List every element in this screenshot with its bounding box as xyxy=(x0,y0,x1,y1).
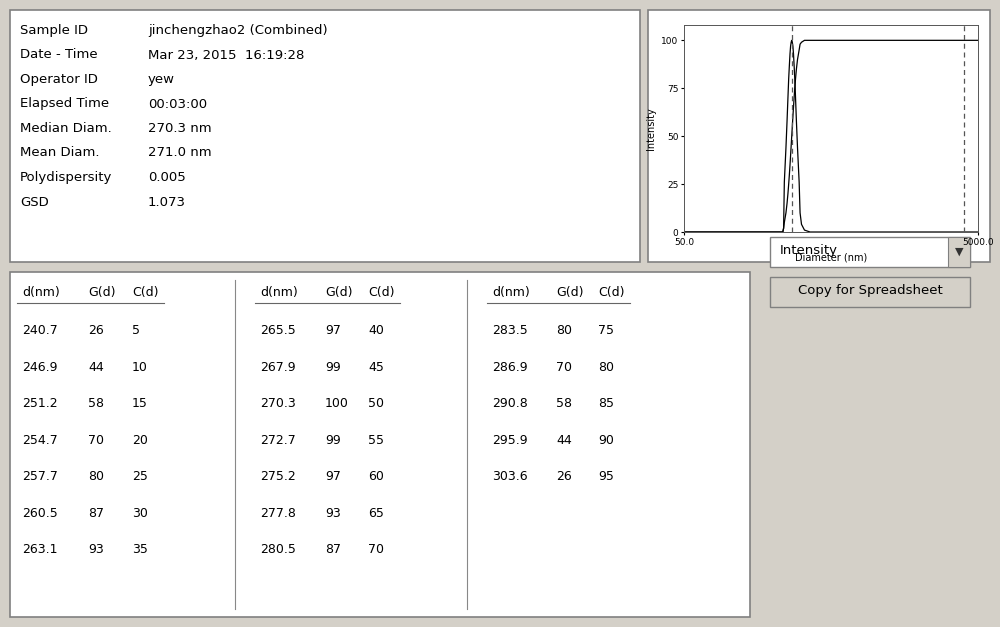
Text: 20: 20 xyxy=(132,434,148,447)
Text: 303.6: 303.6 xyxy=(492,470,528,483)
FancyBboxPatch shape xyxy=(948,237,970,267)
Text: 70: 70 xyxy=(88,434,104,447)
Text: 267.9: 267.9 xyxy=(260,361,296,374)
Text: 50: 50 xyxy=(368,398,384,410)
X-axis label: Diameter (nm): Diameter (nm) xyxy=(795,252,867,262)
Text: 80: 80 xyxy=(598,361,614,374)
Text: 80: 80 xyxy=(88,470,104,483)
FancyBboxPatch shape xyxy=(648,10,990,262)
Text: 26: 26 xyxy=(556,470,572,483)
Text: 286.9: 286.9 xyxy=(492,361,528,374)
Text: Median Diam.: Median Diam. xyxy=(20,122,112,135)
Text: 246.9: 246.9 xyxy=(22,361,58,374)
Text: 44: 44 xyxy=(88,361,104,374)
Text: 99: 99 xyxy=(325,361,341,374)
Text: 257.7: 257.7 xyxy=(22,470,58,483)
Text: 270.3 nm: 270.3 nm xyxy=(148,122,212,135)
Text: G(d): G(d) xyxy=(88,286,116,299)
Text: 290.8: 290.8 xyxy=(492,398,528,410)
Text: C(d): C(d) xyxy=(598,286,624,299)
Text: 240.7: 240.7 xyxy=(22,324,58,337)
Text: d(nm): d(nm) xyxy=(492,286,530,299)
Text: 30: 30 xyxy=(132,507,148,520)
Text: 251.2: 251.2 xyxy=(22,398,58,410)
Text: 283.5: 283.5 xyxy=(492,324,528,337)
Text: d(nm): d(nm) xyxy=(22,286,60,299)
Text: ▼: ▼ xyxy=(955,247,963,257)
Text: Mean Diam.: Mean Diam. xyxy=(20,147,100,159)
Text: 5: 5 xyxy=(132,324,140,337)
Text: Intensity: Intensity xyxy=(780,244,838,257)
Text: 58: 58 xyxy=(556,398,572,410)
Text: 55: 55 xyxy=(368,434,384,447)
Text: 70: 70 xyxy=(368,543,384,556)
Text: G(d): G(d) xyxy=(556,286,584,299)
Text: Mar 23, 2015  16:19:28: Mar 23, 2015 16:19:28 xyxy=(148,48,304,61)
Text: 254.7: 254.7 xyxy=(22,434,58,447)
Text: 97: 97 xyxy=(325,324,341,337)
Text: yew: yew xyxy=(148,73,175,86)
Text: d(nm): d(nm) xyxy=(260,286,298,299)
Text: 10: 10 xyxy=(132,361,148,374)
Text: Sample ID: Sample ID xyxy=(20,24,88,37)
FancyBboxPatch shape xyxy=(10,10,640,262)
FancyBboxPatch shape xyxy=(770,237,970,267)
Text: 280.5: 280.5 xyxy=(260,543,296,556)
Text: 80: 80 xyxy=(556,324,572,337)
Text: 272.7: 272.7 xyxy=(260,434,296,447)
Text: C(d): C(d) xyxy=(368,286,394,299)
Text: 93: 93 xyxy=(325,507,341,520)
Text: 0.005: 0.005 xyxy=(148,171,186,184)
Text: 70: 70 xyxy=(556,361,572,374)
Text: 45: 45 xyxy=(368,361,384,374)
Text: GSD: GSD xyxy=(20,196,49,209)
Text: G(d): G(d) xyxy=(325,286,352,299)
Text: Date - Time: Date - Time xyxy=(20,48,98,61)
Text: 26: 26 xyxy=(88,324,104,337)
Text: 87: 87 xyxy=(88,507,104,520)
Text: 75: 75 xyxy=(598,324,614,337)
Text: 35: 35 xyxy=(132,543,148,556)
Text: 87: 87 xyxy=(325,543,341,556)
Text: 295.9: 295.9 xyxy=(492,434,528,447)
Text: 60: 60 xyxy=(368,470,384,483)
Text: 270.3: 270.3 xyxy=(260,398,296,410)
Text: 00:03:00: 00:03:00 xyxy=(148,98,207,110)
Text: Operator ID: Operator ID xyxy=(20,73,98,86)
Text: 1.073: 1.073 xyxy=(148,196,186,209)
Text: Copy for Spreadsheet: Copy for Spreadsheet xyxy=(798,284,942,297)
FancyBboxPatch shape xyxy=(770,277,970,307)
Text: 265.5: 265.5 xyxy=(260,324,296,337)
Text: 99: 99 xyxy=(325,434,341,447)
Text: 277.8: 277.8 xyxy=(260,507,296,520)
Text: 275.2: 275.2 xyxy=(260,470,296,483)
Text: 65: 65 xyxy=(368,507,384,520)
Text: 93: 93 xyxy=(88,543,104,556)
Text: Polydispersity: Polydispersity xyxy=(20,171,112,184)
Text: 25: 25 xyxy=(132,470,148,483)
Text: 58: 58 xyxy=(88,398,104,410)
Text: 15: 15 xyxy=(132,398,148,410)
Text: Elapsed Time: Elapsed Time xyxy=(20,98,109,110)
Text: 90: 90 xyxy=(598,434,614,447)
Text: 263.1: 263.1 xyxy=(22,543,58,556)
Text: C(d): C(d) xyxy=(132,286,158,299)
Text: 97: 97 xyxy=(325,470,341,483)
Text: 260.5: 260.5 xyxy=(22,507,58,520)
Text: 95: 95 xyxy=(598,470,614,483)
Y-axis label: Intensity: Intensity xyxy=(646,107,656,150)
Text: 85: 85 xyxy=(598,398,614,410)
Text: 40: 40 xyxy=(368,324,384,337)
Text: jinchengzhao2 (Combined): jinchengzhao2 (Combined) xyxy=(148,24,328,37)
Text: 271.0 nm: 271.0 nm xyxy=(148,147,212,159)
Text: 44: 44 xyxy=(556,434,572,447)
Text: 100: 100 xyxy=(325,398,349,410)
FancyBboxPatch shape xyxy=(10,272,750,617)
